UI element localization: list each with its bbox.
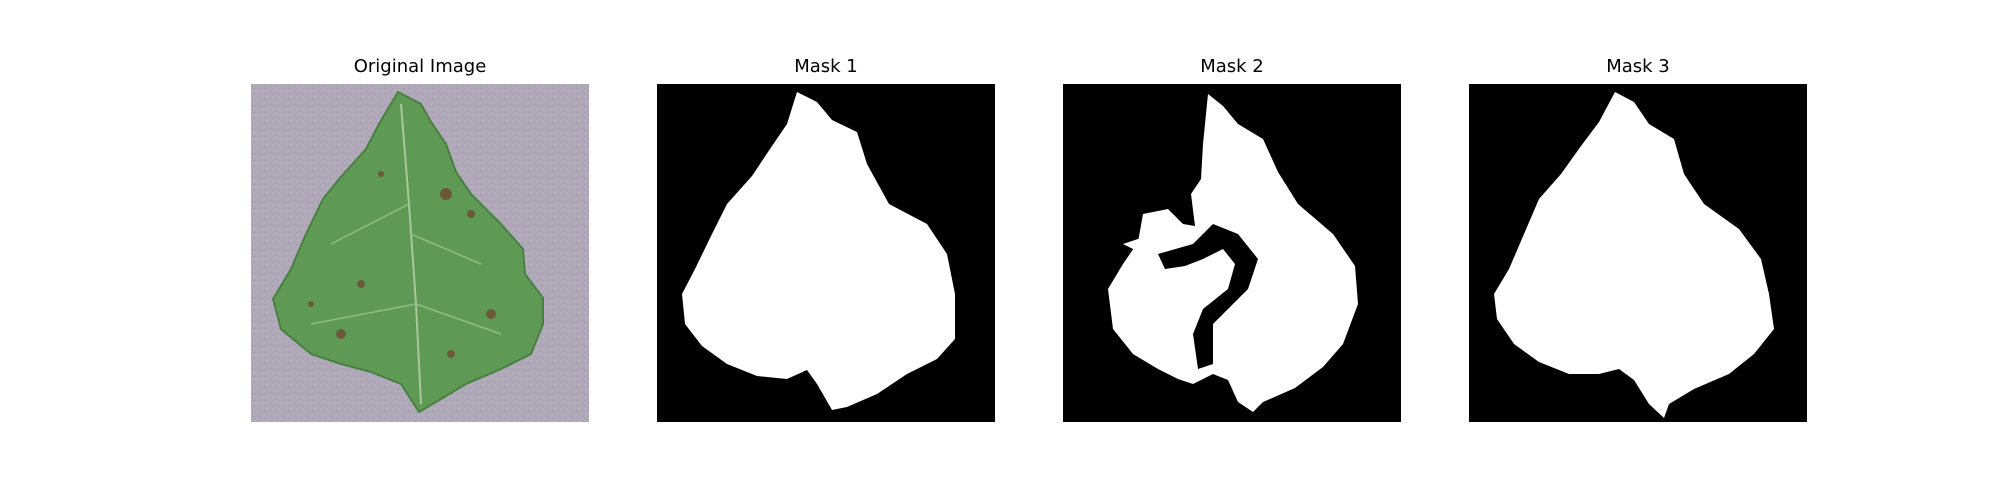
mask-1-shape (657, 84, 995, 422)
mask-3-image (1469, 84, 1807, 422)
panel-title-original: Original Image (353, 56, 487, 77)
mask-1-image (657, 84, 995, 422)
leaf-photo (251, 84, 589, 422)
original-image (251, 84, 589, 422)
mask-3-shape (1469, 84, 1807, 422)
panel-title-mask-1: Mask 1 (794, 56, 858, 77)
panel-title-mask-2: Mask 2 (1200, 56, 1264, 77)
mask-2-shape (1063, 84, 1401, 422)
mask-2-image (1063, 84, 1401, 422)
panel-title-mask-3: Mask 3 (1606, 56, 1670, 77)
